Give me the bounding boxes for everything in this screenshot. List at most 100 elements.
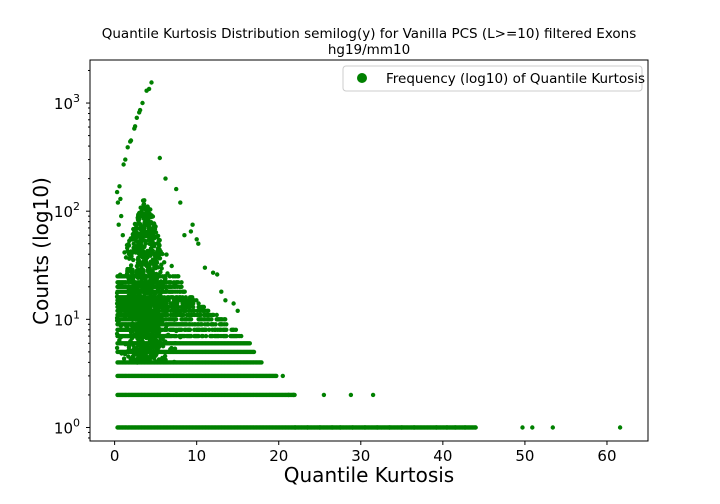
data-point-2655 [151,240,156,246]
data-point-1715 [183,295,188,300]
data-point-2701 [139,236,144,241]
data-point-2739 [147,350,153,356]
data-point-2604 [136,255,141,260]
data-point-1537 [166,304,171,310]
data-point-2839 [188,229,194,234]
data-point-2421 [157,238,162,243]
data-point-2753 [143,280,148,285]
data-point-2699 [123,342,128,347]
data-point-2752 [125,245,130,251]
data-point-2389 [135,321,140,326]
data-point-2822 [125,145,130,150]
data-point-2838 [190,222,195,227]
data-point-2833 [149,80,154,85]
data-point-2700 [145,303,150,308]
data-point-2617 [121,356,127,361]
data-point-1433 [211,312,216,318]
data-point-1944 [172,359,177,365]
data-point-2693 [134,270,139,275]
data-point-2439 [128,302,134,308]
data-point-2760 [150,278,155,283]
data-point-2829 [137,107,143,113]
data-point-2870 [453,425,458,430]
data-point-2798 [139,347,144,352]
data-point-1109 [203,333,209,339]
data-point-2705 [134,294,139,299]
data-point-2619 [156,348,161,354]
data-point-2875 [550,425,555,430]
data-point-2621 [156,344,162,349]
data-point-2611 [143,251,148,256]
data-point-2830 [140,100,145,106]
data-point-2644 [160,318,165,324]
data-point-2594 [125,268,130,274]
data-point-2500 [174,328,179,334]
y-tick-label: 100 [54,416,80,437]
data-point-2371 [164,288,169,293]
data-point-1704 [162,295,167,300]
data-point-2821 [123,157,128,162]
data-point-2851 [280,373,285,379]
data-point-2845 [215,272,220,277]
data-point-2646 [162,358,168,363]
data-point-2736 [137,303,142,309]
data-point-2698 [156,293,162,298]
data-point-2639 [152,251,157,257]
data-point-2802 [141,270,146,275]
data-point-2023 [114,331,120,336]
data-point-1281 [206,322,211,327]
data-point-2790 [144,287,149,292]
data-point-2527 [155,265,161,270]
data-point-1496 [206,308,211,313]
data-point-2792 [160,251,165,257]
data-point-2711 [136,244,142,249]
data-point-2333 [173,281,178,286]
data-point-2815 [116,222,121,227]
data-point-2559 [124,323,129,329]
data-point-2370 [172,346,178,351]
data-point-2785 [165,271,170,276]
data-point-2799 [135,239,140,245]
data-point-1922 [159,262,164,267]
data-point-787 [259,360,264,365]
data-point-2860 [329,425,335,430]
data-point-1122 [224,333,229,339]
data-point-2615 [141,306,147,311]
legend: Frequency (log10) of Quantile Kurtosis [342,65,645,92]
data-point-2242 [137,222,143,227]
y-tick-label: 101 [54,308,80,329]
data-point-2816 [117,184,122,189]
data-point-1131 [239,333,244,339]
data-point-2259 [142,198,147,203]
data-point-2742 [159,289,164,294]
data-point-2876 [617,425,623,430]
data-point-2832 [146,86,152,92]
data-point-2608 [150,244,155,249]
x-tick-label: 30 [351,447,370,465]
data-point-2694 [130,354,135,359]
data-point-2710 [118,323,124,328]
data-point-2623 [118,335,124,340]
data-point-2872 [473,425,478,430]
data-point-2577 [135,346,140,352]
data-point-2741 [142,300,148,306]
data-point-1668 [194,298,199,303]
data-point-1718 [190,295,195,300]
data-point-2810 [144,335,149,341]
data-point-2814 [115,200,121,205]
data-point-2783 [139,230,144,235]
data-point-1041 [247,341,252,346]
data-point-2764 [142,261,147,267]
data-point-2818 [119,213,124,219]
data-point-2312 [153,290,158,296]
data-point-2002 [162,260,167,265]
data-point-2235 [134,263,140,269]
data-point-2745 [132,282,137,287]
data-point-1714 [180,295,185,300]
data-point-2767 [148,268,153,273]
data-point-2807 [159,333,165,339]
data-point-2859 [317,425,322,430]
data-point-1775 [182,289,187,294]
data-point-2672 [160,283,165,288]
data-point-2756 [149,335,154,341]
